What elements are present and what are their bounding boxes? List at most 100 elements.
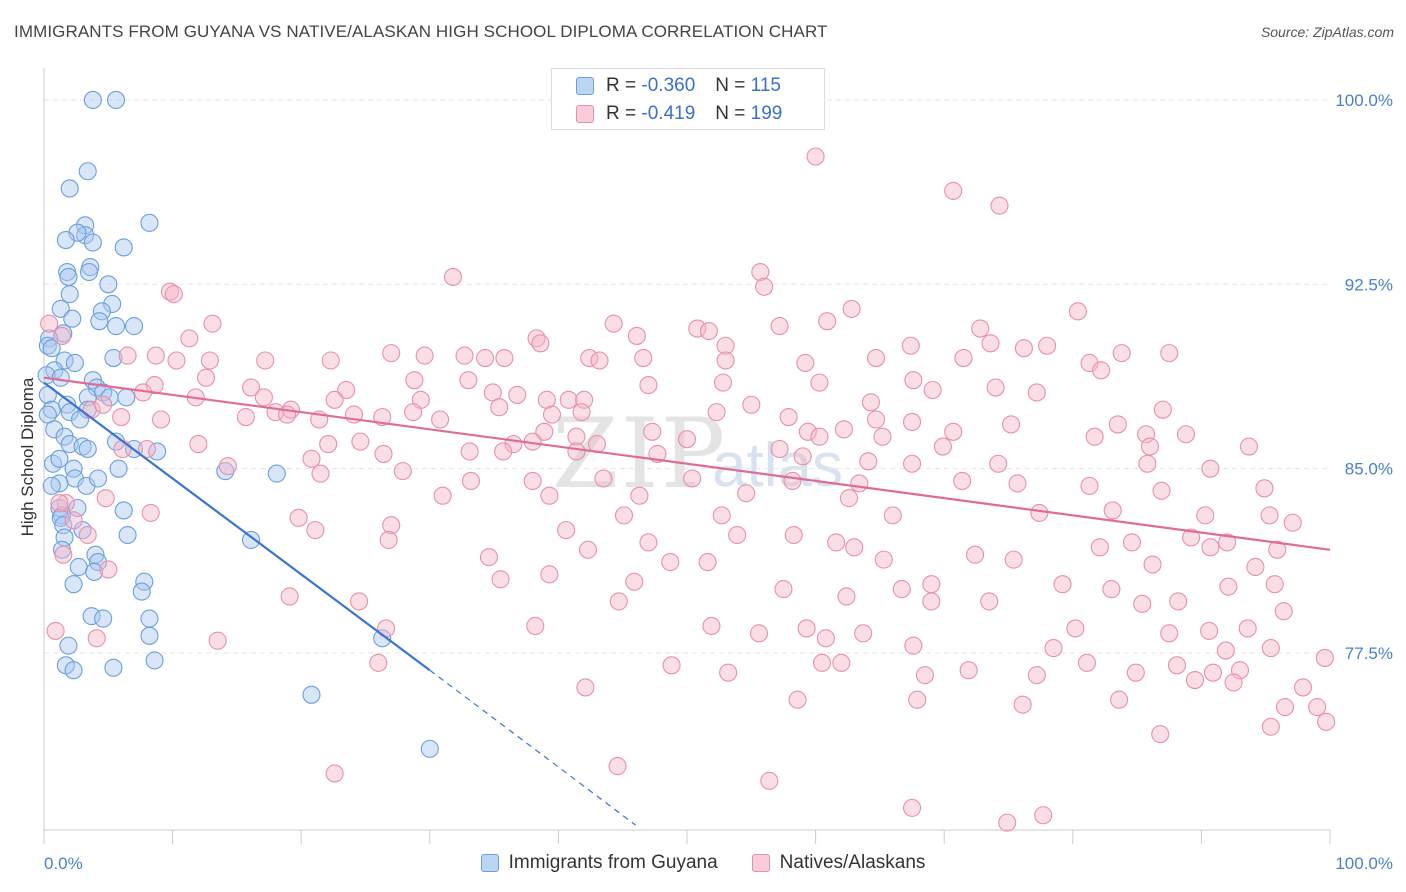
natives-point: [1140, 437, 1160, 456]
tick-labels: 77.5% 85.0% 92.5% 100.0% 0.0% 100.0% High Scho…: [18, 91, 1393, 873]
natives-point: [1108, 415, 1127, 434]
natives-point: [369, 653, 388, 672]
natives-point: [1317, 712, 1336, 731]
natives-point: [479, 548, 499, 567]
natives-point: [590, 351, 609, 370]
natives-point: [1224, 673, 1243, 692]
natives-point: [490, 398, 509, 417]
natives-point: [578, 540, 598, 559]
natives-point: [1133, 594, 1152, 613]
natives-point: [923, 380, 942, 400]
natives-points: [40, 147, 1336, 832]
natives-point: [280, 587, 299, 606]
natives-point: [1169, 592, 1188, 611]
natives-point: [1103, 501, 1122, 520]
guyana-point: [64, 459, 83, 478]
natives-point: [688, 319, 707, 338]
natives-point: [902, 412, 922, 432]
natives-point: [883, 506, 902, 525]
guyana-point: [82, 607, 101, 626]
legend-item-natives: Natives/Alaskans: [751, 852, 925, 874]
natives-point: [639, 533, 658, 552]
natives-point: [837, 587, 856, 606]
natives-point: [415, 346, 434, 365]
natives-point: [495, 349, 514, 368]
natives-point: [540, 565, 559, 584]
natives-point: [137, 439, 156, 459]
natives-point: [779, 407, 798, 427]
natives-point: [167, 351, 186, 370]
natives-point: [806, 147, 825, 166]
natives-point: [902, 454, 922, 473]
natives-point: [677, 430, 697, 449]
natives-point: [788, 690, 807, 709]
natives-point: [989, 454, 1008, 473]
natives-point: [698, 553, 717, 572]
natives-point: [94, 395, 113, 414]
natives-point: [1201, 459, 1220, 478]
natives-point: [461, 471, 481, 491]
natives-point: [1053, 575, 1072, 594]
natives-point: [990, 196, 1009, 215]
natives-point: [749, 624, 769, 643]
natives-point: [113, 439, 132, 459]
natives-point: [87, 629, 106, 648]
natives-point: [630, 486, 649, 505]
natives-point: [1238, 619, 1257, 638]
natives-point: [874, 550, 893, 569]
y-axis-label: High School Diploma: [18, 377, 37, 536]
natives-point: [557, 521, 576, 540]
natives-point: [1004, 550, 1023, 569]
natives-point: [755, 277, 774, 296]
guyana-point: [104, 349, 123, 368]
guyana-point: [117, 388, 136, 407]
guyana-points: [37, 90, 439, 758]
natives-point: [1014, 339, 1033, 358]
guyana-point: [59, 636, 78, 655]
guyana-point: [60, 285, 79, 304]
natives-point: [716, 351, 735, 370]
natives-point: [609, 592, 628, 611]
guyana-point: [79, 262, 99, 282]
natives-point: [839, 489, 859, 508]
guyana-point: [51, 368, 70, 387]
natives-point: [1152, 481, 1171, 500]
natives-point: [1122, 533, 1142, 552]
natives-point: [50, 494, 69, 513]
guyana-point: [73, 521, 92, 540]
natives-point: [944, 181, 963, 200]
natives-point: [1160, 344, 1179, 363]
natives-point: [1080, 476, 1099, 495]
natives-point: [728, 525, 747, 545]
natives-point: [404, 403, 423, 422]
natives-point: [523, 471, 542, 491]
guyana-point: [420, 739, 439, 758]
natives-point: [971, 319, 990, 338]
natives-point: [494, 442, 513, 461]
natives-point: [827, 533, 846, 552]
natives-point: [933, 437, 952, 456]
natives-point: [1218, 533, 1237, 552]
natives-point: [798, 422, 817, 441]
regression-lines: [43, 376, 1331, 826]
natives-point: [959, 661, 978, 680]
natives-point: [922, 592, 941, 611]
guyana-regression-extension: [429, 669, 636, 826]
natives-point: [164, 285, 183, 304]
guyana-point: [56, 231, 75, 250]
guyana-point: [63, 309, 82, 328]
guyana-point: [145, 651, 164, 670]
natives-point: [306, 521, 325, 540]
guyana-point: [94, 609, 113, 628]
natives-point: [614, 506, 634, 525]
natives-point: [1068, 302, 1087, 321]
natives-point: [1092, 361, 1111, 380]
natives-point: [1219, 577, 1238, 596]
natives-point: [141, 503, 160, 522]
natives-point: [810, 373, 829, 392]
legend-label-guyana: Immigrants from Guyana: [508, 852, 718, 873]
guyana-point: [85, 562, 104, 581]
natives-point: [393, 462, 412, 481]
natives-swatch: [576, 105, 594, 123]
natives-point: [1293, 678, 1313, 697]
